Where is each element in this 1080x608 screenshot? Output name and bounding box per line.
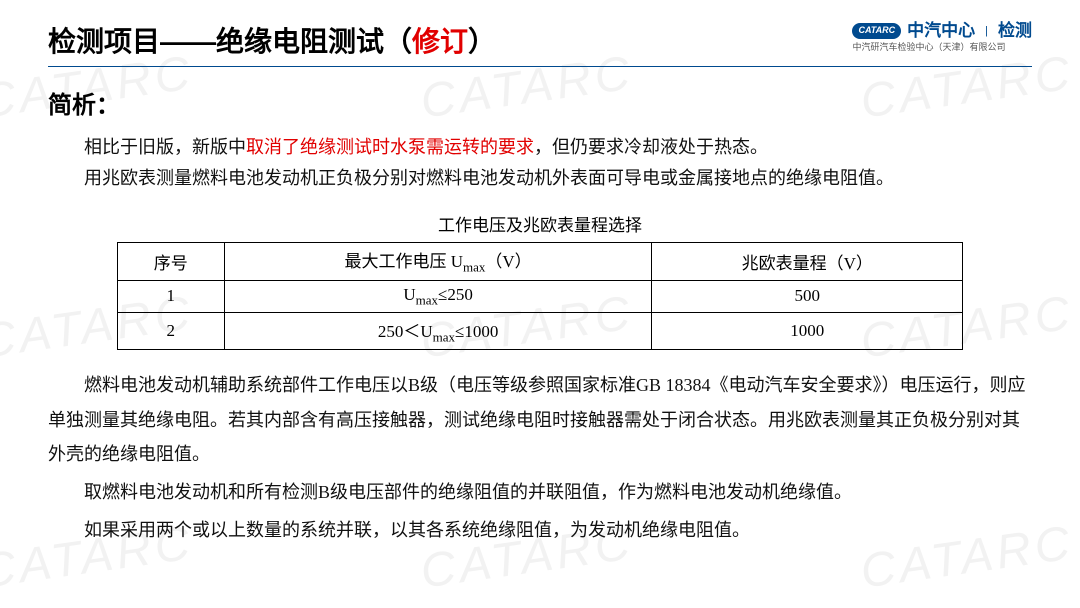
intro-paragraph-2: 用兆欧表测量燃料电池发动机正负极分别对燃料电池发动机外表面可导电或金属接地点的绝… bbox=[48, 163, 1032, 194]
title-suffix: ） bbox=[468, 26, 496, 57]
intro-paragraph-1: 相比于旧版，新版中取消了绝缘测试时水泵需运转的要求，但仍要求冷却液处于热态。 bbox=[48, 132, 1032, 163]
logo-side: 检测 bbox=[998, 20, 1032, 42]
voltage-table: 序号 最大工作电压 Umax（V） 兆欧表量程（V） 1 Umax≤250 50… bbox=[117, 242, 963, 350]
logo-subtitle: 中汽研汽车检验中心（天津）有限公司 bbox=[852, 42, 1032, 54]
intro-p1-a: 相比于旧版，新版中 bbox=[84, 137, 246, 157]
title-highlight: 修订 bbox=[412, 26, 468, 57]
col-umax: 最大工作电压 Umax（V） bbox=[224, 243, 652, 280]
logo-divider: | bbox=[985, 24, 988, 38]
body-paragraph-2: 取燃料电池发动机和所有检测B级电压部件的绝缘阻值的并联阻值，作为燃料电池发动机绝… bbox=[48, 475, 1032, 509]
intro-p1-red: 取消了绝缘测试时水泵需运转的要求 bbox=[246, 137, 534, 157]
col-no: 序号 bbox=[117, 243, 224, 280]
cell-cond: Umax≤250 bbox=[224, 280, 652, 312]
header-divider bbox=[48, 66, 1032, 67]
section-label: 简析： bbox=[48, 85, 1032, 120]
logo-block: CATARC 中汽中心 | 检测 中汽研汽车检验中心（天津）有限公司 bbox=[852, 20, 1032, 54]
logo-badge: CATARC bbox=[852, 23, 901, 39]
col-range: 兆欧表量程（V） bbox=[652, 243, 963, 280]
cell-range: 500 bbox=[652, 280, 963, 312]
table-title: 工作电压及兆欧表量程选择 bbox=[48, 211, 1032, 236]
slide-header: 检测项目——绝缘电阻测试（修订） CATARC 中汽中心 | 检测 中汽研汽车检… bbox=[48, 20, 1032, 60]
table-row: 1 Umax≤250 500 bbox=[117, 280, 962, 312]
slide-title: 检测项目——绝缘电阻测试（修订） bbox=[48, 20, 496, 60]
cell-range: 1000 bbox=[652, 312, 963, 349]
cell-no: 2 bbox=[117, 312, 224, 349]
logo-main: 中汽中心 bbox=[907, 20, 975, 42]
body-paragraph-3: 如果采用两个或以上数量的系统并联，以其各系统绝缘阻值，为发动机绝缘电阻值。 bbox=[48, 513, 1032, 547]
table-row: 2 250＜Umax≤1000 1000 bbox=[117, 312, 962, 349]
body-paragraph-1: 燃料电池发动机辅助系统部件工作电压以B级（电压等级参照国家标准GB 18384《… bbox=[48, 368, 1032, 471]
intro-p1-b: ，但仍要求冷却液处于热态。 bbox=[534, 137, 768, 157]
title-prefix: 检测项目——绝缘电阻测试（ bbox=[48, 26, 412, 57]
cell-cond: 250＜Umax≤1000 bbox=[224, 312, 652, 349]
table-header-row: 序号 最大工作电压 Umax（V） 兆欧表量程（V） bbox=[117, 243, 962, 280]
cell-no: 1 bbox=[117, 280, 224, 312]
